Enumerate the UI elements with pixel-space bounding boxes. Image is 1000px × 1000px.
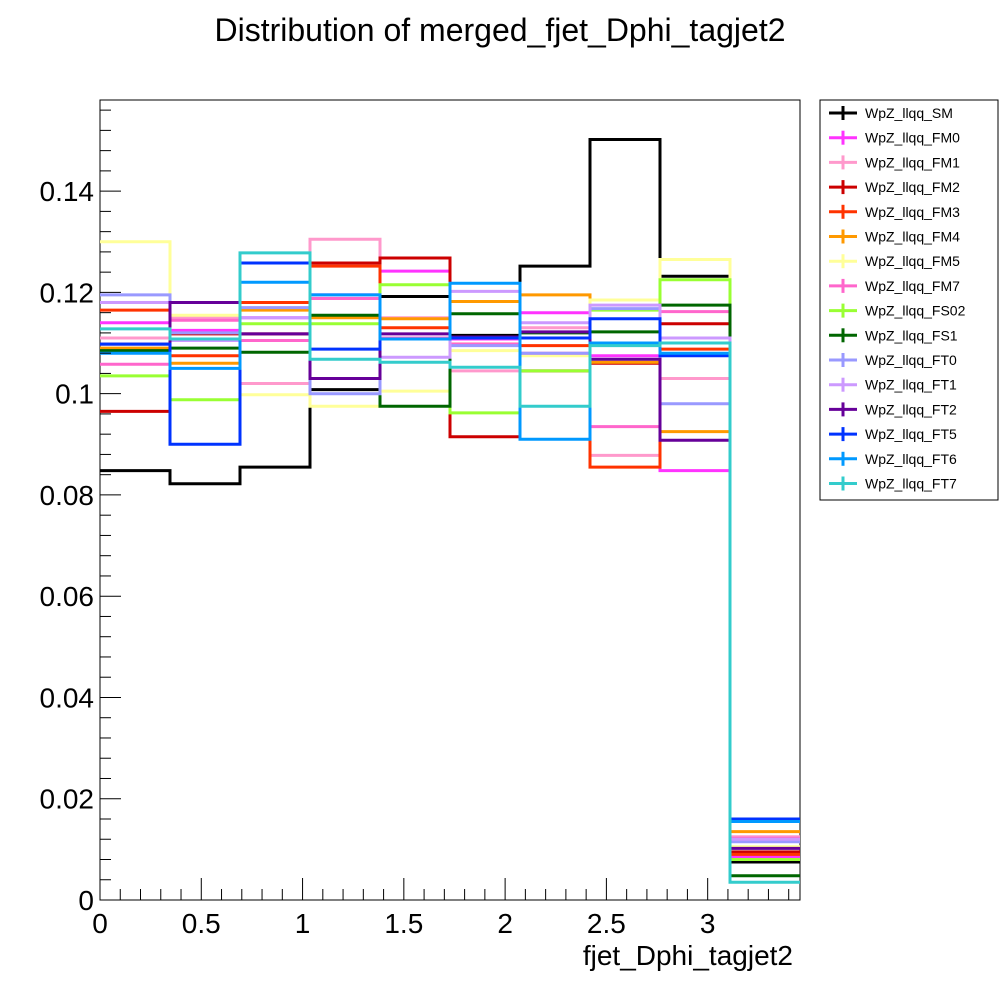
- series-line-9: [100, 303, 800, 878]
- legend-label-8: WpZ_llqq_FS02: [865, 303, 966, 319]
- x-tick-label: 3: [700, 908, 716, 939]
- legend-label-1: WpZ_llqq_FM0: [865, 130, 960, 146]
- plot-frame: [99, 99, 801, 901]
- legend: WpZ_llqq_SM WpZ_llqq_FM0 WpZ_llqq_FM1 WpZ_l…: [819, 99, 999, 501]
- series-line-0: [100, 138, 800, 864]
- x-tick-label: 1: [295, 908, 311, 939]
- legend-label-7: WpZ_llqq_FM7: [865, 278, 960, 294]
- y-tick-label: 0.1: [55, 379, 94, 410]
- legend-items: WpZ_llqq_SM WpZ_llqq_FM0 WpZ_llqq_FM1 WpZ_l…: [829, 105, 966, 492]
- legend-label-12: WpZ_llqq_FT2: [865, 401, 957, 417]
- y-tick-label: 0.02: [40, 784, 95, 815]
- legend-label-10: WpZ_llqq_FT0: [865, 352, 957, 368]
- legend-label-14: WpZ_llqq_FT6: [865, 451, 957, 467]
- legend-label-4: WpZ_llqq_FM3: [865, 204, 960, 220]
- y-tick-label: 0.04: [40, 682, 95, 713]
- y-tick-label: 0.08: [40, 480, 95, 511]
- y-tick-label: 0: [78, 885, 94, 916]
- series-layer: [100, 138, 800, 884]
- y-tick-label: 0.14: [40, 176, 95, 207]
- legend-label-0: WpZ_llqq_SM: [865, 105, 953, 121]
- x-tick-label: 2: [497, 908, 513, 939]
- y-tick-label: 0.12: [40, 277, 95, 308]
- x-axis-title: fjet_Dphi_tagjet2: [583, 940, 793, 971]
- x-tick-label: 0.5: [182, 908, 221, 939]
- legend-label-11: WpZ_llqq_FT1: [865, 377, 957, 393]
- legend-label-2: WpZ_llqq_FM1: [865, 154, 960, 170]
- series-line-14: [100, 280, 800, 823]
- series-line-15: [100, 251, 800, 884]
- legend-label-3: WpZ_llqq_FM2: [865, 179, 960, 195]
- chart-title: Distribution of merged_fjet_Dphi_tagjet2: [214, 12, 786, 48]
- x-tick-label: 2.5: [587, 908, 626, 939]
- legend-label-13: WpZ_llqq_FT5: [865, 426, 957, 442]
- legend-label-5: WpZ_llqq_FM4: [865, 229, 960, 245]
- legend-label-15: WpZ_llqq_FT7: [865, 476, 957, 492]
- legend-label-6: WpZ_llqq_FM5: [865, 253, 960, 269]
- x-tick-label: 0: [92, 908, 108, 939]
- x-tick-label: 1.5: [384, 908, 423, 939]
- axis-layer: 0 0.5 1 1.5 2 2.5 3 0 0.02 0.04 0.06 0.08 0.1 0.12 0.1…: [40, 109, 790, 939]
- y-tick-label: 0.06: [40, 581, 95, 612]
- legend-label-9: WpZ_llqq_FS1: [865, 327, 958, 343]
